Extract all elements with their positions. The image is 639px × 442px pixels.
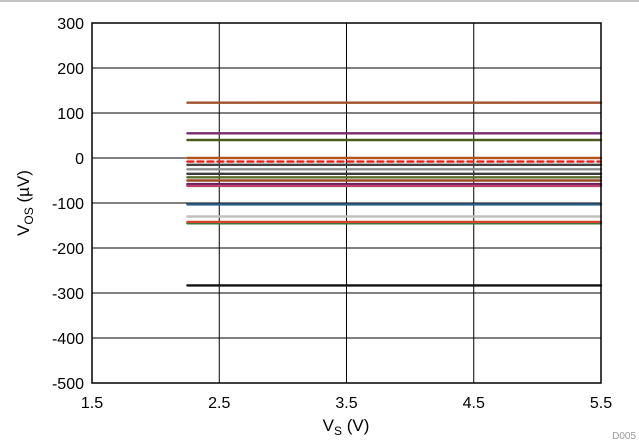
series-layer: [186, 101, 603, 287]
y-tick-label: 100: [57, 106, 84, 123]
y-axis-label-sub: OS: [22, 207, 36, 224]
x-tick-label: 5.5: [590, 395, 612, 412]
x-tick-label: 1.5: [81, 395, 103, 412]
plot-frame: [91, 22, 602, 384]
y-tick-label: 300: [57, 16, 84, 33]
x-axis-label-unit: (V): [342, 416, 369, 435]
y-axis-label-unit: (µV): [14, 170, 33, 207]
x-tick-label: 4.5: [463, 395, 485, 412]
figure-code: D005: [612, 431, 636, 442]
y-tick-label: -200: [52, 241, 84, 258]
x-axis-label-sub: S: [334, 424, 342, 438]
x-tick-label: 3.5: [335, 395, 357, 412]
x-axis-label: VS (V): [323, 416, 370, 438]
grid-layer: [91, 22, 602, 384]
y-tick-label: -400: [52, 331, 84, 348]
y-tick-label: 0: [75, 151, 84, 168]
x-tick-label: 2.5: [208, 395, 230, 412]
y-tick-label: -100: [52, 196, 84, 213]
y-axis-label: VOS (µV): [14, 170, 36, 236]
tick-layer: 300 200 100 0 -100 -200 -300 -400 -500 1.5 2.5 3.5 4…: [52, 16, 612, 412]
x-axis-label-main: V: [323, 416, 335, 435]
y-tick-label: -500: [52, 376, 84, 393]
y-tick-label: -300: [52, 286, 84, 303]
y-tick-label: 200: [57, 61, 84, 78]
y-axis-label-main: V: [14, 224, 33, 236]
